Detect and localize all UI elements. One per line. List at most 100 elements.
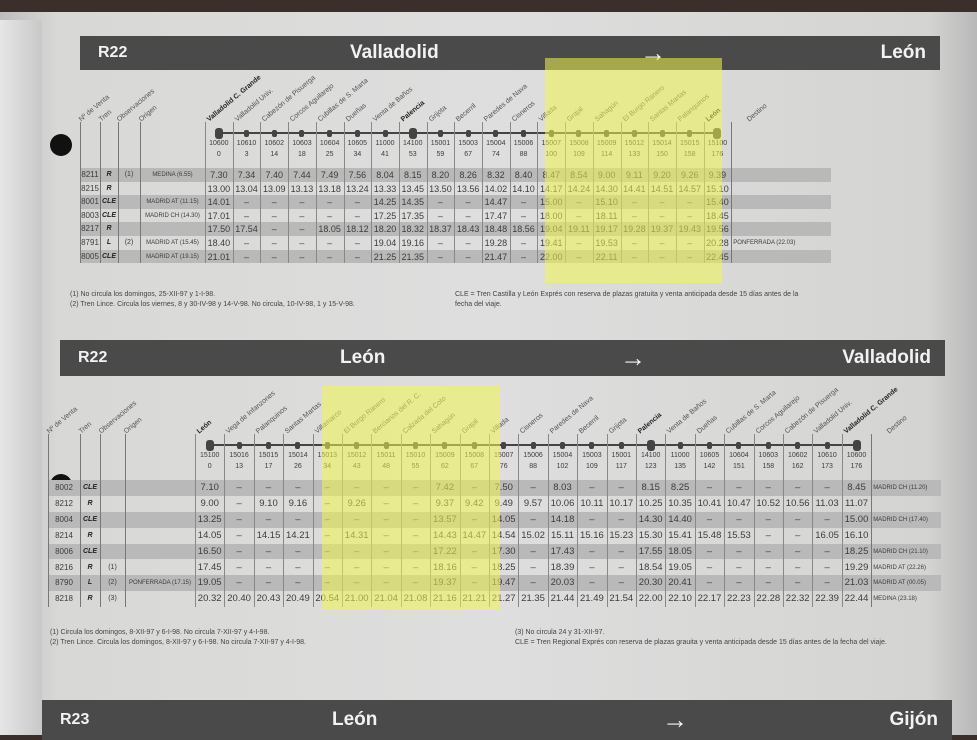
time-cell: –	[631, 251, 637, 262]
station-code: 10600	[846, 452, 867, 459]
time-cell: –	[236, 529, 242, 541]
time-cell: 18.43	[456, 224, 480, 235]
time-cell: –	[765, 482, 771, 493]
time-cell: –	[589, 545, 595, 557]
station-km: 135	[674, 463, 686, 470]
column-divider	[871, 434, 873, 608]
train-observation	[118, 251, 140, 265]
time-cell: –	[412, 482, 419, 493]
time-cell: –	[471, 545, 477, 557]
train-origin	[140, 223, 205, 237]
time-cell: 17.55	[638, 545, 663, 557]
time-cell: –	[687, 210, 693, 221]
station-km: 100	[545, 151, 558, 158]
time-cell: –	[618, 577, 624, 589]
train-observation: (2)	[124, 239, 134, 246]
time-cell: 21.44	[550, 593, 575, 605]
station-km: 17	[264, 463, 273, 470]
station-km: 48	[382, 463, 390, 470]
time-cell: –	[295, 513, 301, 525]
time-cell: 19.17	[595, 224, 618, 235]
time-cell: 20.54	[315, 593, 340, 605]
station-code: 15012	[624, 140, 645, 147]
station-code: 15011	[376, 452, 396, 459]
column-divider	[518, 434, 520, 608]
column-divider	[343, 122, 345, 264]
station-code: 15007	[541, 140, 561, 147]
time-cell: 8.20	[431, 170, 450, 180]
time-cell: –	[736, 561, 742, 573]
train-origin	[125, 513, 195, 529]
station-code: 15008	[464, 452, 485, 459]
route-header-bar: R22 León → Valladolid	[60, 340, 945, 376]
column-divider	[812, 434, 814, 608]
station-km: 62	[440, 463, 449, 470]
time-cell: 14.40	[668, 513, 692, 525]
time-cell: –	[589, 482, 595, 493]
station-stop-icon	[852, 440, 861, 451]
route-code: R22	[78, 349, 108, 366]
route-code: R22	[98, 44, 128, 61]
time-cell: 9.20	[653, 170, 671, 180]
station-km: 67	[470, 463, 479, 470]
time-cell: 10.47	[726, 497, 751, 509]
time-cell: 21.54	[609, 593, 634, 605]
station-stop-icon	[659, 130, 665, 137]
time-cell: 8.32	[487, 170, 505, 180]
footnote: (2) Tren Lince. Circula los viernes, 8 y…	[70, 301, 355, 308]
time-cell: –	[618, 513, 624, 525]
train-type: CLE	[83, 515, 97, 523]
station-stop-icon	[618, 442, 624, 449]
time-cell: –	[465, 238, 471, 248]
station-stop-icon	[548, 130, 554, 137]
column-divider	[724, 434, 726, 608]
time-cell: 8.40	[514, 170, 533, 180]
train-origin	[125, 529, 195, 545]
train-destination	[733, 251, 833, 265]
time-cell: 14.30	[595, 183, 618, 194]
time-cell: –	[631, 197, 637, 208]
station-km: 26	[293, 463, 302, 470]
station-stop-icon	[677, 442, 683, 449]
train-number: 8217	[81, 224, 99, 234]
train-origin: MADRID AT (15.45)	[146, 240, 199, 246]
time-cell: –	[437, 251, 443, 262]
train-observation	[100, 513, 125, 529]
route-destination: Gijón	[889, 709, 938, 730]
time-cell: 17.47	[484, 210, 508, 221]
time-cell: 21.16	[432, 593, 457, 605]
time-cell: –	[765, 545, 771, 557]
train-type: L	[87, 579, 93, 587]
time-cell: –	[324, 529, 330, 541]
station-stop-icon	[707, 442, 712, 449]
station-code: 15006	[523, 452, 543, 459]
time-cell: –	[324, 497, 330, 509]
station-km: 117	[615, 463, 627, 470]
time-cell: –	[471, 577, 477, 589]
station-km: 67	[464, 151, 473, 158]
time-cell: 14.47	[462, 529, 487, 541]
time-cell: 13.18	[318, 183, 341, 194]
station-stop-icon	[501, 442, 507, 449]
time-cell: 18.12	[346, 224, 369, 235]
column-divider	[577, 434, 579, 608]
time-cell: 17.22	[432, 545, 457, 557]
station-stop-icon	[560, 442, 565, 449]
time-cell: –	[765, 561, 771, 573]
time-cell: –	[354, 251, 360, 262]
time-cell: 10.56	[785, 497, 810, 509]
time-cell: –	[354, 482, 360, 493]
footnote: (3) No circula 24 y 31-XII-97.	[515, 629, 605, 636]
time-cell: –	[795, 513, 801, 525]
time-cell: 18.32	[401, 224, 424, 235]
train-type: R	[106, 171, 112, 178]
time-cell: 21.35	[401, 251, 424, 262]
column-divider	[195, 434, 196, 608]
time-cell: 17.43	[550, 545, 575, 557]
time-cell: 22.28	[756, 593, 781, 605]
time-cell: 7.34	[237, 170, 256, 180]
time-cell: 19.16	[401, 238, 424, 248]
time-cell: –	[530, 513, 536, 525]
time-cell: –	[687, 238, 693, 248]
time-cell: 17.50	[207, 224, 231, 235]
